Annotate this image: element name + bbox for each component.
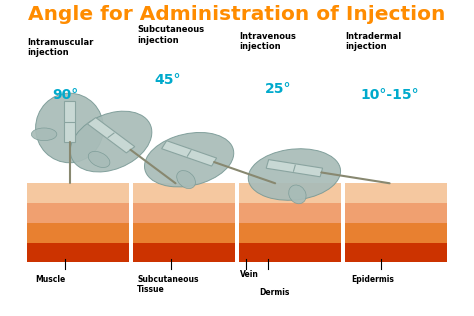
Ellipse shape (70, 111, 152, 172)
Text: 10°-15°: 10°-15° (360, 88, 419, 102)
Polygon shape (64, 101, 75, 142)
FancyBboxPatch shape (239, 243, 341, 262)
Ellipse shape (248, 149, 340, 200)
FancyBboxPatch shape (133, 243, 235, 262)
Text: Subcutaneous
Tissue: Subcutaneous Tissue (137, 275, 199, 294)
FancyBboxPatch shape (345, 223, 447, 243)
Text: Dermis: Dermis (259, 288, 290, 296)
Ellipse shape (145, 132, 234, 187)
Polygon shape (162, 141, 217, 166)
Text: Intravenous
injection: Intravenous injection (239, 32, 296, 51)
FancyBboxPatch shape (239, 183, 341, 203)
Ellipse shape (36, 93, 103, 163)
Text: Subcutaneous
injection: Subcutaneous injection (137, 25, 204, 45)
Ellipse shape (289, 185, 306, 204)
FancyBboxPatch shape (345, 243, 447, 262)
Text: Angle for Administration of Injection: Angle for Administration of Injection (28, 5, 446, 24)
Polygon shape (87, 118, 135, 153)
FancyBboxPatch shape (27, 223, 129, 243)
FancyBboxPatch shape (345, 183, 447, 203)
Ellipse shape (88, 151, 110, 167)
FancyBboxPatch shape (133, 183, 235, 203)
Text: 25°: 25° (264, 82, 291, 96)
Text: Vein: Vein (240, 270, 259, 279)
Text: Intradermal
injection: Intradermal injection (345, 32, 401, 51)
FancyBboxPatch shape (133, 223, 235, 243)
FancyBboxPatch shape (27, 183, 129, 203)
Ellipse shape (177, 171, 195, 189)
Polygon shape (266, 160, 323, 177)
Ellipse shape (31, 128, 57, 141)
Text: 45°: 45° (155, 73, 181, 87)
Text: Epidermis: Epidermis (352, 275, 394, 284)
FancyBboxPatch shape (27, 203, 129, 223)
FancyBboxPatch shape (133, 203, 235, 223)
FancyBboxPatch shape (27, 243, 129, 262)
FancyBboxPatch shape (345, 203, 447, 223)
FancyBboxPatch shape (239, 203, 341, 223)
Text: Intramuscular
injection: Intramuscular injection (27, 38, 93, 57)
Text: Muscle: Muscle (36, 275, 66, 284)
FancyBboxPatch shape (239, 223, 341, 243)
Text: 90°: 90° (53, 88, 79, 102)
